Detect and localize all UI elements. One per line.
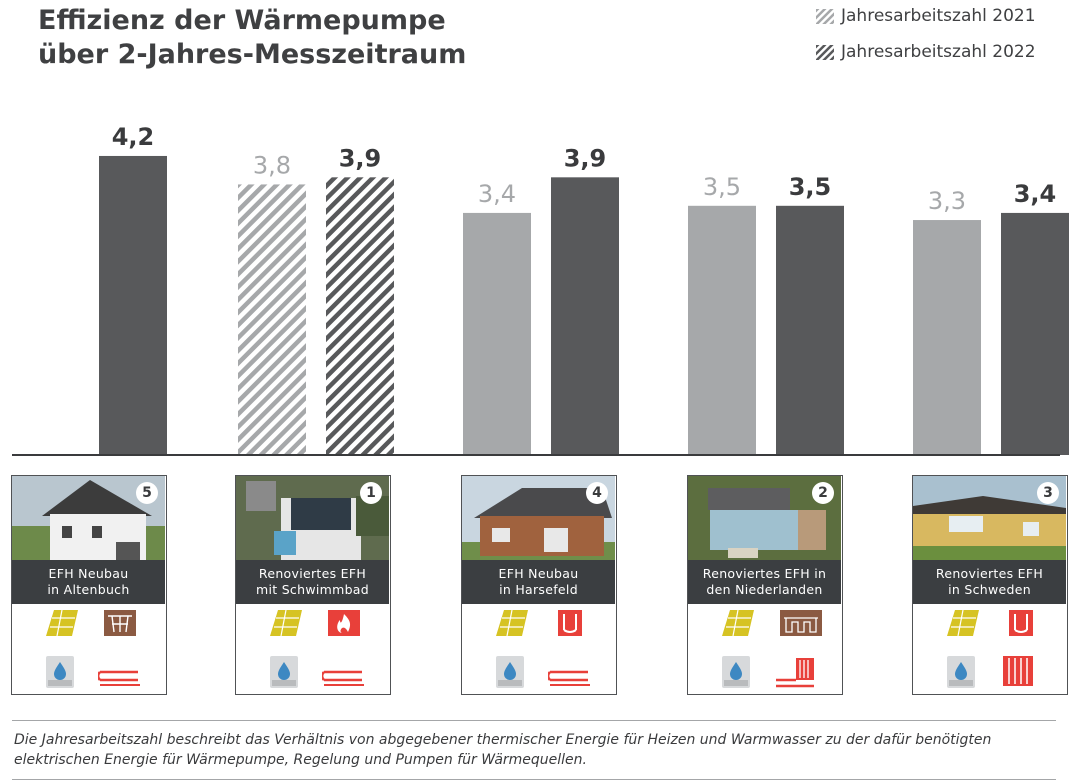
- radiator-floor-icon: [776, 658, 814, 688]
- bar-2021-2: [238, 184, 306, 455]
- legend-item-2022: Jahresarbeitszahl 2022: [816, 42, 1036, 62]
- floor-heating-icon: [98, 670, 140, 686]
- solar-panel-icon: [46, 609, 78, 637]
- legend-label-2021: Jahresarbeitszahl 2021: [841, 6, 1036, 26]
- building-label: Renoviertes EFH in den Niederlanden: [688, 560, 841, 604]
- bar-2022-3: [551, 177, 619, 455]
- solar-panel-icon: [722, 609, 754, 637]
- footnote-divider-bottom: [12, 779, 1056, 780]
- system-icons: [688, 608, 841, 694]
- water-tank-icon: [496, 656, 524, 688]
- building-number-badge: 2: [812, 482, 834, 504]
- bar-2022-4: [776, 205, 844, 455]
- legend-swatch-2022: [816, 44, 834, 60]
- water-tank-icon: [947, 656, 975, 688]
- bar-2022-1: [99, 155, 167, 455]
- solar-panel-icon: [270, 609, 302, 637]
- building-card-4: 2 Renoviertes EFH in den Niederlanden: [687, 475, 843, 695]
- data-label-2022-4: 3,5: [789, 173, 832, 201]
- building-label-line-1: EFH Neubau: [48, 566, 129, 581]
- building-label: Renoviertes EFH mit Schwimmbad: [236, 560, 389, 604]
- legend-swatch-2021: [816, 8, 834, 24]
- data-label-2021-2: 3,8: [253, 151, 291, 179]
- radiator-icon: [1003, 656, 1033, 686]
- chart-title-line-2: über 2-Jahres-Messzeitraum: [38, 39, 467, 70]
- footnote-line-2: elektrischen Energie für Wärmepumpe, Reg…: [14, 752, 587, 768]
- building-label: EFH Neubau in Harsefeld: [462, 560, 615, 604]
- water-tank-icon: [270, 656, 298, 688]
- bar-2021-4: [688, 205, 756, 455]
- building-photo: [462, 476, 615, 560]
- water-tank-icon: [46, 656, 74, 688]
- solar-panel-icon: [947, 609, 979, 637]
- floor-heating-icon: [322, 670, 364, 686]
- legend-item-2021: Jahresarbeitszahl 2021: [816, 6, 1036, 26]
- heat-pump-tube-icon: [1009, 610, 1033, 636]
- building-label-line-2: in Schweden: [948, 582, 1031, 597]
- building-label-line-1: EFH Neubau: [498, 566, 579, 581]
- bar-2021-5: [913, 220, 981, 455]
- building-label-line-1: Renoviertes EFH: [935, 566, 1044, 581]
- water-tank-icon: [722, 656, 750, 688]
- building-label: Renoviertes EFH in Schweden: [913, 560, 1066, 604]
- system-icons: [913, 608, 1066, 694]
- flame-icon: [328, 610, 360, 636]
- footnote: Die Jahresarbeitszahl beschreibt das Ver…: [14, 730, 1064, 770]
- heat-pump-tube-icon: [558, 610, 582, 636]
- building-label-line-1: Renoviertes EFH in: [702, 566, 827, 581]
- data-label-2022-1: 4,2: [112, 123, 155, 151]
- building-label-line-2: den Niederlanden: [706, 582, 823, 597]
- solar-panel-icon: [496, 609, 528, 637]
- bar-2021-3: [463, 212, 531, 455]
- building-label-line-1: Renoviertes EFH: [258, 566, 367, 581]
- building-card-3: 4 EFH Neubau in Harsefeld: [461, 475, 617, 695]
- data-label-2022-3: 3,9: [564, 144, 607, 172]
- bar-chart: 4,2 3,8 3,9 3,4 3,9 3,5 3,5 3,3 3,4: [12, 123, 1069, 456]
- building-label-line-2: in Harsefeld: [499, 582, 578, 597]
- building-card-5: 3 Renoviertes EFH in Schweden: [912, 475, 1068, 695]
- system-icons: [236, 608, 389, 694]
- ground-collector-icon: [780, 610, 822, 636]
- building-number-badge: 4: [586, 482, 608, 504]
- building-number-badge: 5: [136, 482, 158, 504]
- legend-label-2022: Jahresarbeitszahl 2022: [841, 42, 1036, 62]
- data-label-2021-4: 3,5: [703, 173, 741, 201]
- data-label-2021-3: 3,4: [478, 180, 516, 208]
- legend: Jahresarbeitszahl 2021 Jahresarbeitszahl…: [816, 6, 1036, 78]
- bar-2022-5: [1001, 212, 1069, 455]
- data-label-2022-2: 3,9: [339, 144, 382, 172]
- system-icons: [462, 608, 615, 694]
- bars-group: 4,2 3,8 3,9 3,4 3,9 3,5 3,5 3,3 3,4: [99, 123, 1069, 455]
- building-label-line-2: in Altenbuch: [47, 582, 130, 597]
- system-icons: [12, 608, 165, 694]
- footnote-divider-top: [12, 720, 1056, 721]
- bar-2022-2: [326, 177, 394, 455]
- data-label-2022-5: 3,4: [1014, 180, 1057, 208]
- building-number-badge: 1: [360, 482, 382, 504]
- chart-title: Effizienz der Wärmepumpe über 2-Jahres-M…: [38, 4, 466, 72]
- building-number-badge: 3: [1037, 482, 1059, 504]
- chart-title-line-1: Effizienz der Wärmepumpe: [38, 5, 446, 36]
- footnote-line-1: Die Jahresarbeitszahl beschreibt das Ver…: [14, 732, 992, 748]
- data-label-2021-5: 3,3: [928, 187, 966, 215]
- building-label-line-2: mit Schwimmbad: [255, 582, 370, 597]
- floor-heating-icon: [548, 670, 590, 686]
- building-card-2: 1 Renoviertes EFH mit Schwimmbad: [235, 475, 391, 695]
- ground-probe-icon: [104, 610, 136, 636]
- building-label: EFH Neubau in Altenbuch: [12, 560, 165, 604]
- building-card-1: 5 EFH Neubau in Altenbuch: [11, 475, 167, 695]
